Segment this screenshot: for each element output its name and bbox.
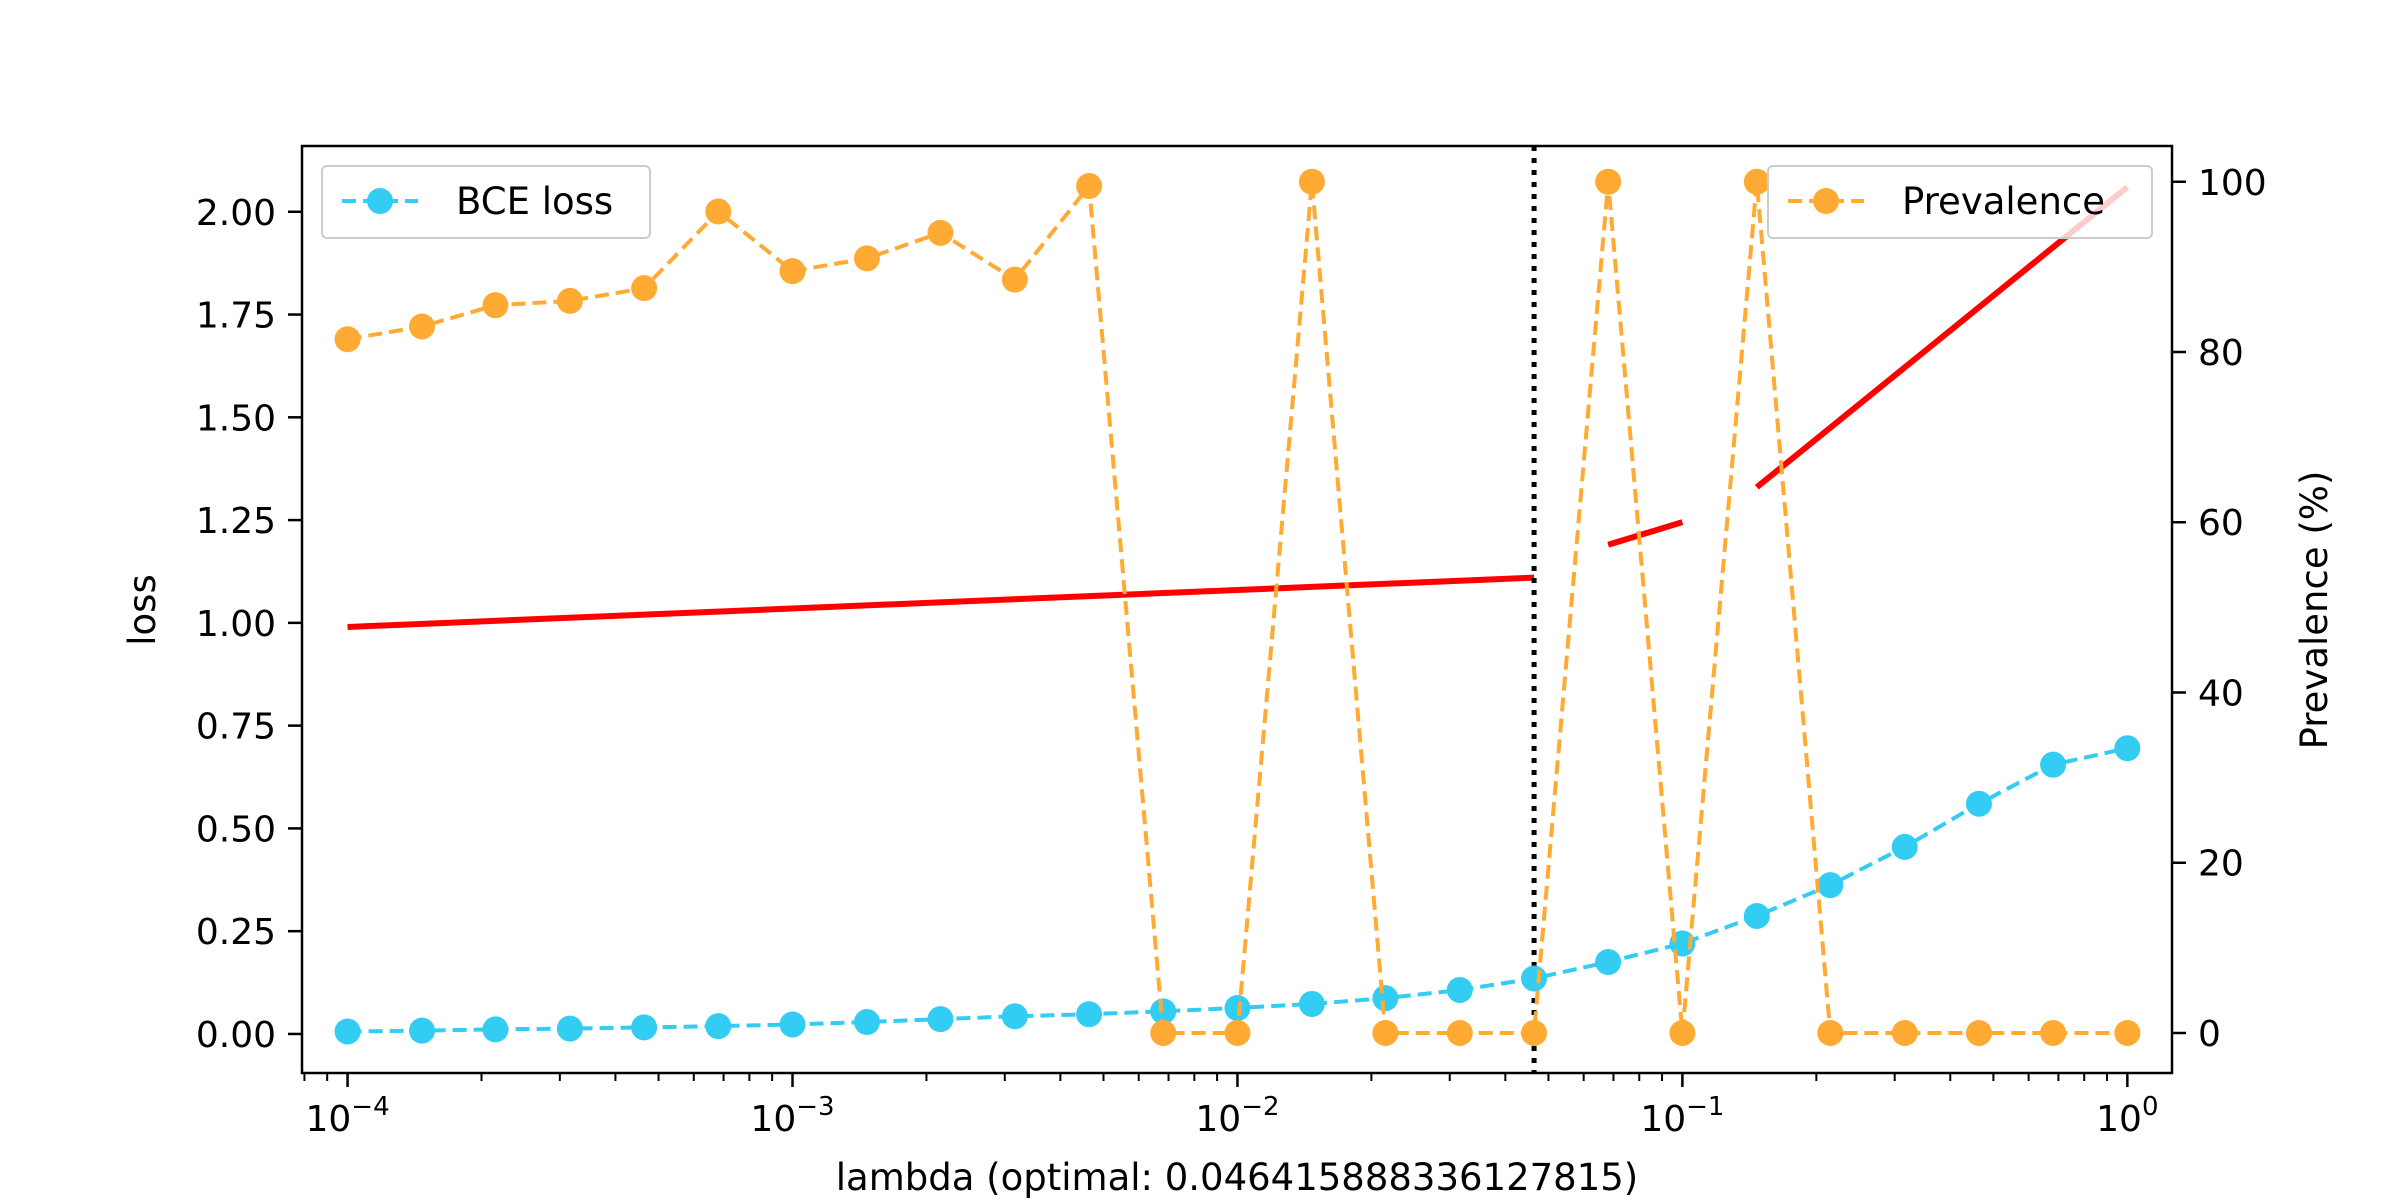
data-point bbox=[705, 1013, 732, 1040]
legend-right-box bbox=[1767, 165, 2153, 239]
data-point bbox=[1372, 1019, 1399, 1046]
data-point bbox=[705, 198, 732, 225]
data-point bbox=[334, 326, 361, 353]
x-tick-label: 100 bbox=[2096, 1092, 2158, 1140]
legend-left-label: BCE loss bbox=[456, 180, 613, 223]
data-point bbox=[1001, 266, 1028, 293]
legend-left-swatch-marker bbox=[367, 188, 393, 214]
x-axis-title: lambda (optimal: 0.046415888336127815) bbox=[836, 1156, 1638, 1199]
y-axis-left-title: loss bbox=[121, 574, 164, 645]
data-point bbox=[1743, 902, 1770, 929]
y-axis-right: 0 20 40 60 80 100 bbox=[2172, 163, 2267, 1055]
legend-right-label: Prevalence bbox=[1902, 180, 2105, 223]
data-point bbox=[1076, 173, 1103, 200]
data-point bbox=[1521, 965, 1548, 992]
data-point bbox=[1965, 1019, 1992, 1046]
data-point bbox=[1224, 995, 1251, 1022]
y-left-tick-label: 0.75 bbox=[196, 707, 276, 748]
data-point bbox=[779, 258, 806, 285]
data-point bbox=[1298, 168, 1325, 195]
data-point bbox=[1372, 985, 1399, 1012]
trend-segment-0 bbox=[347, 574, 1535, 630]
data-point bbox=[927, 219, 954, 246]
data-point bbox=[1446, 1019, 1473, 1046]
y-right-tick-label: 0 bbox=[2198, 1014, 2221, 1055]
data-point bbox=[1669, 1019, 1696, 1046]
x-tick-label: 10−2 bbox=[1195, 1092, 1279, 1140]
legend-left: BCE loss bbox=[321, 165, 651, 239]
legend-right-swatch-marker bbox=[1813, 188, 1839, 214]
data-point bbox=[1743, 168, 1770, 195]
data-point bbox=[2040, 1019, 2067, 1046]
data-point bbox=[1595, 168, 1622, 195]
y-axis-right-title: Prevalence (%) bbox=[2293, 471, 2336, 750]
legend-left-box bbox=[321, 165, 651, 239]
data-point bbox=[779, 1011, 806, 1038]
data-point bbox=[1224, 1019, 1251, 1046]
data-point bbox=[631, 1014, 658, 1041]
series-layer bbox=[334, 168, 2141, 1046]
data-point bbox=[1446, 976, 1473, 1003]
data-point bbox=[1891, 833, 1918, 860]
legend-right: Prevalence bbox=[1767, 165, 2153, 239]
y-left-tick-label: 1.00 bbox=[196, 604, 276, 645]
y-left-tick-label: 2.00 bbox=[196, 193, 276, 234]
data-point bbox=[853, 1009, 880, 1036]
data-point bbox=[408, 313, 435, 340]
x-tick-label: 10−4 bbox=[305, 1092, 389, 1140]
data-point bbox=[1150, 1019, 1177, 1046]
trend-segment-1 bbox=[1607, 519, 1684, 548]
series-prevalence bbox=[334, 168, 2141, 1046]
data-point bbox=[1521, 1019, 1548, 1046]
data-point bbox=[1076, 1001, 1103, 1028]
data-point bbox=[556, 1015, 583, 1042]
data-point bbox=[1595, 949, 1622, 976]
data-point bbox=[334, 1018, 361, 1045]
y-left-tick-label: 1.25 bbox=[196, 501, 276, 542]
data-point bbox=[927, 1006, 954, 1033]
y-right-tick-label: 40 bbox=[2198, 673, 2244, 714]
data-point bbox=[482, 1016, 509, 1043]
data-point bbox=[631, 275, 658, 302]
data-point bbox=[556, 287, 583, 314]
data-point bbox=[1817, 872, 1844, 899]
data-point bbox=[2114, 1019, 2141, 1046]
y-left-tick-label: 0.50 bbox=[196, 809, 276, 850]
data-point bbox=[2114, 735, 2141, 762]
data-point bbox=[1817, 1019, 1844, 1046]
y-left-tick-label: 1.75 bbox=[196, 296, 276, 337]
y-left-tick-label: 1.50 bbox=[196, 398, 276, 439]
data-point bbox=[2040, 751, 2067, 778]
y-axis-left: 0.00 0.25 0.50 0.75 1.00 1.25 1.50 1.75 2.00 bbox=[196, 193, 302, 1056]
y-left-tick-label: 0.00 bbox=[196, 1015, 276, 1056]
data-point bbox=[1298, 990, 1325, 1017]
data-point bbox=[482, 292, 509, 319]
data-point bbox=[853, 245, 880, 272]
y-left-tick-label: 0.25 bbox=[196, 912, 276, 953]
x-tick-label: 10−3 bbox=[750, 1092, 834, 1140]
y-right-tick-label: 20 bbox=[2198, 844, 2244, 885]
data-point bbox=[408, 1017, 435, 1044]
y-right-tick-label: 80 bbox=[2198, 333, 2244, 374]
data-point bbox=[1965, 790, 1992, 817]
data-point bbox=[1001, 1003, 1028, 1030]
data-point bbox=[1891, 1019, 1918, 1046]
y-right-tick-label: 100 bbox=[2198, 163, 2267, 204]
y-right-tick-label: 60 bbox=[2198, 503, 2244, 544]
x-tick-label: 10−1 bbox=[1640, 1092, 1724, 1140]
x-axis: 10−4 10−3 10−2 10−1 100 bbox=[303, 1073, 2159, 1140]
